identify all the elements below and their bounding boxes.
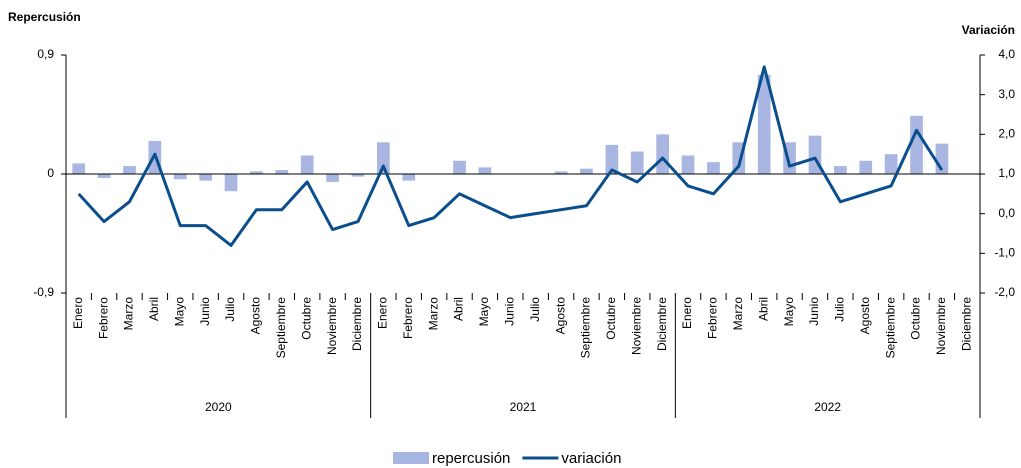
x-tick-label: Abril: [147, 297, 161, 321]
x-tick-label: Octubre: [909, 297, 923, 340]
y-tick-label: 0,9: [37, 47, 54, 61]
bar: [554, 171, 568, 174]
y-axis-title: Repercusión: [8, 10, 81, 24]
x-tick-label: Junio: [807, 297, 821, 326]
bar: [377, 142, 390, 174]
x-tick-label: Diciembre: [655, 297, 669, 351]
bar: [224, 174, 238, 192]
bar: [478, 167, 492, 174]
group-label: 2021: [510, 400, 537, 414]
x-tick-label: Enero: [680, 297, 694, 329]
y2-tick-label: -1,0: [994, 246, 1015, 260]
x-tick-label: Septiembre: [883, 297, 897, 359]
bar: [199, 174, 212, 181]
bar: [834, 166, 847, 174]
x-tick-label: Octubre: [299, 297, 313, 340]
x-tick-label: Mayo: [477, 297, 491, 327]
bar: [757, 74, 771, 174]
y2-tick-label: 1,0: [998, 166, 1015, 180]
y2-axis-title: Variación: [962, 23, 1015, 37]
bar: [326, 174, 339, 182]
x-tick-label: Septiembre: [579, 297, 593, 359]
y2-tick-label: 4,0: [998, 47, 1015, 61]
x-tick-label: Febrero: [96, 297, 110, 339]
x-tick-label: Marzo: [426, 297, 440, 331]
bar: [681, 155, 695, 174]
y2-tick-label: 0,0: [998, 206, 1015, 220]
bar: [402, 174, 416, 181]
legend-label: repercusión: [432, 450, 510, 467]
x-tick-label: Mayo: [172, 297, 186, 327]
legend-label: variación: [561, 450, 621, 467]
x-tick-label: Junio: [502, 297, 516, 326]
bar: [859, 160, 873, 174]
x-tick-label: Marzo: [122, 297, 136, 331]
y2-tick-label: 2,0: [998, 127, 1015, 141]
y-tick-label: 0: [47, 166, 54, 180]
bar: [123, 166, 136, 174]
bar: [910, 115, 923, 174]
x-tick-label: Noviembre: [934, 297, 948, 355]
bar: [656, 134, 669, 174]
x-tick-label: Abril: [756, 297, 770, 321]
x-tick-label: Diciembre: [959, 297, 973, 351]
bar: [300, 155, 314, 174]
bar: [250, 171, 263, 174]
bar: [605, 144, 619, 174]
bar: [453, 160, 466, 174]
bar: [275, 170, 289, 174]
x-tick-label: Noviembre: [325, 297, 339, 355]
x-tick-label: Julio: [223, 297, 237, 322]
bar: [630, 151, 644, 174]
bar: [707, 162, 720, 174]
x-tick-label: Abril: [452, 297, 466, 321]
y-tick-label: -0,9: [33, 285, 54, 299]
x-tick-label: Septiembre: [274, 297, 288, 359]
bar: [97, 174, 111, 178]
x-tick-label: Diciembre: [350, 297, 364, 351]
x-tick-label: Agosto: [858, 297, 872, 335]
x-tick-label: Mayo: [782, 297, 796, 327]
bar: [580, 168, 593, 174]
bar: [884, 154, 898, 174]
y2-tick-label: -2,0: [994, 285, 1015, 299]
bar: [173, 174, 187, 180]
x-tick-label: Enero: [71, 297, 85, 329]
group-label: 2022: [814, 400, 841, 414]
x-tick-label: Octubre: [604, 297, 618, 340]
x-tick-label: Julio: [528, 297, 542, 322]
x-tick-label: Julio: [833, 297, 847, 322]
legend-swatch: [393, 452, 429, 464]
y2-tick-label: 3,0: [998, 87, 1015, 101]
x-tick-label: Junio: [198, 297, 212, 326]
x-tick-label: Agosto: [553, 297, 567, 335]
group-label: 2020: [205, 400, 232, 414]
x-tick-label: Noviembre: [629, 297, 643, 355]
x-tick-label: Agosto: [249, 297, 263, 335]
x-tick-label: Febrero: [706, 297, 720, 339]
x-tick-label: Enero: [376, 297, 390, 329]
x-tick-label: Febrero: [401, 297, 415, 339]
bar: [351, 174, 365, 177]
line: [77, 65, 944, 247]
x-tick-label: Marzo: [731, 297, 745, 331]
bar: [72, 163, 86, 174]
